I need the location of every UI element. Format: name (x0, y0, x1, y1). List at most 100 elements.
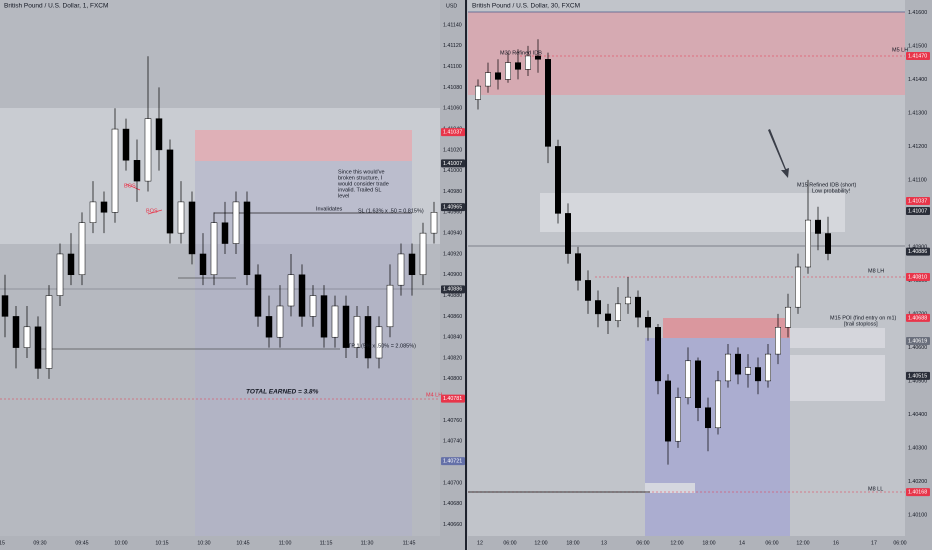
x-tick-label: 16 (833, 540, 839, 546)
price-marker-label: 1.40721 (443, 458, 462, 464)
x-tick-label: 12:00 (670, 540, 683, 546)
candle-body (475, 85, 481, 100)
candle-body (386, 284, 394, 328)
annotation: [trail stoploss] (844, 321, 878, 327)
candle-body (505, 62, 511, 80)
y-tick-label: 1.40300 (908, 445, 927, 451)
price-marker (441, 203, 465, 212)
candle-body (155, 118, 163, 151)
price-marker-label: 1.40781 (443, 396, 462, 402)
price-marker-label: 1.41470 (908, 53, 927, 59)
candle-body (735, 353, 741, 375)
annotation: M15 Refined IDB (short) (797, 182, 856, 188)
candle-body (745, 367, 751, 375)
annotation: SL (1.63% x .50 = 0.815%) (358, 208, 424, 214)
candle-body (575, 253, 581, 281)
x-tick-label: 10:30 (197, 540, 210, 546)
price-marker-label: 1.40688 (908, 315, 927, 321)
candle-body (625, 296, 631, 305)
candle-body (765, 353, 771, 382)
candle-body (188, 201, 196, 255)
annotation: M4 LH (426, 392, 442, 398)
price-marker-label: 1.40515 (908, 373, 927, 379)
y-tick-label: 1.40840 (443, 335, 462, 341)
x-tick-label: 09:45 (75, 540, 88, 546)
annotation: would consider trade (337, 181, 389, 187)
candle-body (243, 201, 251, 276)
candle-body (221, 222, 229, 244)
candle-body (825, 233, 831, 254)
price-marker-label: 1.41037 (908, 198, 927, 204)
candle-body (725, 353, 731, 382)
candle-body (265, 316, 273, 338)
price-marker-label: 1.40168 (908, 490, 927, 496)
price-marker (906, 313, 930, 322)
low-zone (645, 483, 695, 493)
y-tick-label: 1.40660 (443, 522, 462, 528)
candle-body (34, 326, 42, 369)
y-tick-label: 1.41120 (443, 43, 462, 49)
price-marker-label: 1.40810 (908, 274, 927, 280)
y-tick-label: 1.40900 (443, 272, 462, 278)
price-marker-label: 1.41037 (443, 130, 462, 136)
candle-body (100, 201, 108, 213)
candle-body (815, 219, 821, 234)
candle-body (430, 212, 438, 234)
y-tick-label: 1.40800 (443, 376, 462, 382)
chart-title: British Pound / U.S. Dollar, 1, FXCM (4, 3, 108, 10)
price-marker-label: 1.40886 (443, 287, 462, 293)
candle-body (605, 313, 611, 321)
candle-body (775, 327, 781, 355)
candle-body (1, 295, 9, 317)
annotation: M8 LL (868, 486, 883, 492)
candle-body (232, 201, 240, 244)
candle-body (375, 326, 383, 359)
annotation: level (338, 193, 349, 199)
candle-body (23, 326, 31, 348)
candle-body (309, 295, 317, 317)
candle-body (645, 316, 651, 328)
candle-body (342, 305, 350, 348)
candle-body (655, 327, 661, 382)
candle-body (298, 274, 306, 317)
candle-body (67, 253, 75, 276)
price-marker-label: 1.41007 (443, 161, 462, 167)
x-tick-label: 10:45 (236, 540, 249, 546)
candle-body (111, 128, 119, 213)
candle-body (144, 118, 152, 182)
y-tick-label: 1.41140 (443, 22, 462, 28)
x-tick-label: 11:15 (320, 540, 333, 546)
price-marker-label: 1.40886 (908, 249, 927, 255)
x-tick-label: 13 (601, 540, 607, 546)
supply-zone (468, 12, 905, 95)
x-tick-label: 12:00 (796, 540, 809, 546)
y-tick-label: 1.40700 (443, 480, 462, 486)
x-tick-label: 10:00 (114, 540, 127, 546)
annotation: M15 POI (find entry on m1) (830, 315, 896, 321)
price-marker (441, 457, 465, 466)
x-tick-label: 14 (739, 540, 745, 546)
candle-body (805, 219, 811, 268)
candle-body (795, 266, 801, 308)
candle-body (419, 232, 427, 276)
x-tick-label: 06:00 (893, 540, 906, 546)
price-marker (906, 247, 930, 256)
candle-body (615, 303, 621, 321)
x-tick-label: 11:00 (279, 540, 292, 546)
candle-body (675, 397, 681, 442)
price-marker (906, 488, 930, 497)
y-tick-label: 1.41100 (908, 177, 927, 183)
price-marker-label: 1.40965 (443, 205, 462, 211)
right-time-axis (468, 536, 905, 550)
y-tick-label: 1.40500 (908, 378, 927, 384)
candle-body (12, 316, 20, 348)
price-marker (906, 51, 930, 60)
price-marker (906, 371, 930, 380)
candle-body (353, 316, 361, 348)
candle-body (364, 316, 372, 359)
candle-body (166, 149, 174, 234)
y-tick-label: 1.41080 (443, 85, 462, 91)
price-marker (906, 337, 930, 346)
candle-body (515, 62, 521, 70)
